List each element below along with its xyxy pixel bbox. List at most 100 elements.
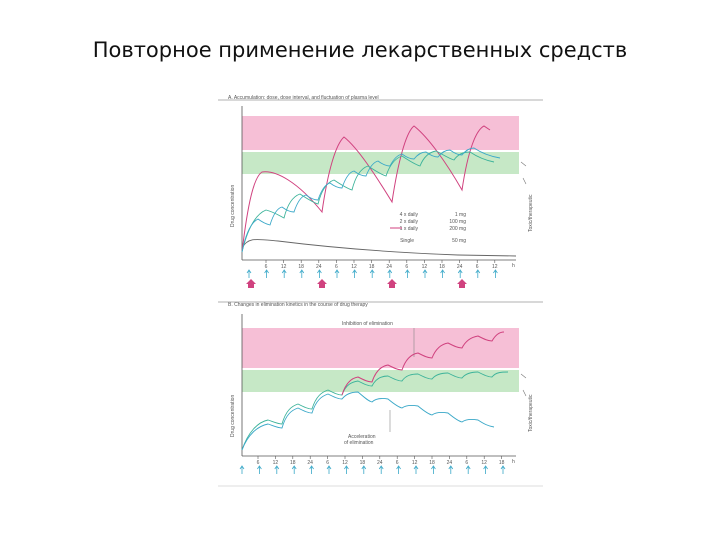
panel-b-dose-arrows [239,465,506,474]
panel-a-tick-label: 6 [265,264,268,270]
panel-a-tick-label: 12 [422,264,428,270]
panel-a-y-label: Drug concentration [230,185,236,227]
panel-a-dose-arrow-icon [317,269,322,278]
acceleration-label-2: of elimination [344,440,374,446]
panel-b-dose-arrow-icon [500,465,506,474]
panel-a-tick-label: 18 [298,264,304,270]
panel-b-dose-arrow-icon [396,465,401,474]
panel-b-curve-inhibition [341,331,505,396]
panel-a-curve-4x [241,147,501,253]
panel-b-tick-label: 6 [326,460,329,466]
panel-a-dose-arrow-icon [422,269,428,278]
legend-freq-2: 2 x daily [400,219,419,225]
panel-b-curve-steady [241,371,509,451]
panel-a-dose-arrow-icon [334,269,340,278]
panel-a-legend: 4 x daily 1 mg 2 x daily 100 mg 1 x dail… [390,212,466,244]
panel-a-tick-label: 6 [335,264,338,270]
panel-b-tick-label: 18 [429,460,435,466]
panel-a-tick-label: 12 [351,264,357,270]
panel-a-dose-arrow-icon [475,269,481,278]
panel-a-dose-arrow-icon [264,269,269,278]
daily-dose-arrow-icon [317,279,327,288]
panel-b-dose-arrow-icon [274,465,280,474]
panel-b-time-ticks: 6 12 18 24 6 12 18 24 6 12 18 24 6 12 18 [257,456,505,466]
panel-b-dose-arrow-icon [483,465,488,474]
panel-a-dose-arrow-icon [493,269,498,278]
daily-dose-arrow-icon [246,279,256,288]
panel-b-dose-arrow-icon [361,465,367,474]
panel-b-y-label: Drug concentration [230,395,236,437]
panel-a-dose-arrow-icon [457,269,463,278]
panel-a-dose-arrow-icon [246,269,252,278]
panel-a-tick-label: 24 [457,264,463,270]
panel-b-hour-unit: h [512,459,515,465]
panel-a-curve-single [241,238,517,257]
panel-a-heading: A. Accumulation: dose, dose interval, an… [228,95,379,101]
panel-b-right-bracket [520,373,527,397]
panel-a-dose-arrow-icon [405,269,410,278]
pharmacokinetics-figure: A. Accumulation: dose, dose interval, an… [218,92,548,492]
legend-dose-3: 200 mg [449,226,466,232]
panel-a-dose-arrow-icon [299,269,305,278]
panel-b-tick-label: 18 [499,460,505,466]
panel-a-dose-arrow-icon [281,269,287,278]
panel-b-dose-arrow-icon [309,465,314,474]
acceleration-label-1: Acceleration [348,434,376,440]
legend-dose-4: 50 mg [452,238,466,244]
panel-a-tick-label: 6 [476,264,479,270]
panel-a-time-ticks: 6 12 18 24 6 12 18 24 6 12 18 24 6 12 [265,260,498,270]
panel-b-dose-arrow-icon [378,465,384,474]
panel-b-tick-label: 6 [257,460,260,466]
panel-a-tick-label: 18 [439,264,445,270]
panel-a-dose-arrow-icon [440,269,445,278]
panel-b-tick-label: 12 [481,460,487,466]
panel-a-tick-label: 6 [405,264,408,270]
panel-a-hour-unit: h [512,263,515,269]
panel-a-toxic-band [242,116,519,150]
panel-a-tick-label: 12 [281,264,287,270]
inhibition-label: Inhibition of elimination [342,321,393,327]
panel-b-therapeutic-band [242,370,519,392]
panel-b-heading: B. Changes in elimination kinetics in th… [228,302,368,308]
daily-dose-arrow-icon [387,279,397,288]
panel-b-dose-arrow-icon [257,465,262,474]
panel-a-tick-label: 18 [369,264,375,270]
legend-freq-4: Single [400,238,414,244]
panel-a: A. Accumulation: dose, dose interval, an… [218,95,543,288]
panel-b-tick-label: 24 [307,460,313,466]
legend-dose-1: 1 mg [455,212,466,218]
figure-svg: A. Accumulation: dose, dose interval, an… [218,95,543,487]
panel-b-tick-label: 6 [396,460,399,466]
panel-b-dose-arrow-icon [465,465,471,474]
panel-a-dose-arrow-icon [387,269,393,278]
panel-b-tick-label: 12 [412,460,418,466]
legend-freq-3: 1 x daily [400,226,419,232]
daily-dose-arrow-icon [457,279,467,288]
panel-b-dose-arrow-icon [431,465,436,474]
panel-a-curve-2x [241,150,495,253]
panel-b-tick-label: 18 [360,460,366,466]
panel-b-dose-arrow-icon [448,465,454,474]
panel-a-tick-label: 24 [316,264,322,270]
panel-a-dose-arrow-icon [352,269,357,278]
panel-b-tick-label: 24 [447,460,453,466]
panel-b-tick-label: 18 [290,460,296,466]
panel-a-right-label: Toxic/therapeutic [528,194,534,232]
panel-b-tick-label: 24 [377,460,383,466]
panel-b-dose-arrow-icon [413,465,419,474]
panel-a-tick-label: 24 [386,264,392,270]
panel-b-dose-arrow-icon [344,465,349,474]
panel-a-right-bracket [520,161,527,185]
panel-a-tick-label: 12 [492,264,498,270]
slide-title: Повторное применение лекарственных средс… [92,38,628,62]
panel-b-dose-arrow-icon [239,465,245,474]
panel-b-tick-label: 12 [273,460,279,466]
legend-freq-1: 4 x daily [400,212,419,218]
panel-b: B. Changes in elimination kinetics in th… [218,301,543,474]
panel-b-tick-label: 6 [465,460,468,466]
legend-dose-2: 100 mg [449,219,466,225]
panel-b-dose-arrow-icon [291,465,297,474]
panel-a-dose-arrows [246,269,498,288]
panel-b-toxic-band [242,328,519,368]
panel-b-tick-label: 12 [342,460,348,466]
